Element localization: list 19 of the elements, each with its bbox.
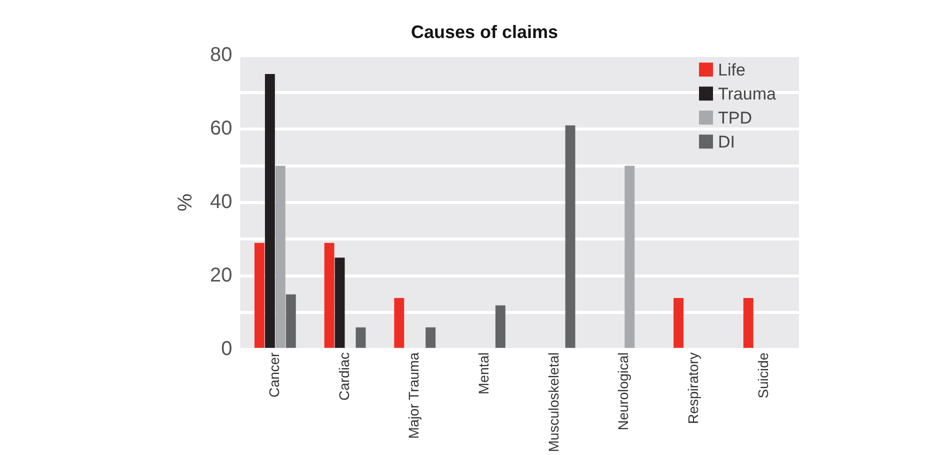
legend-label: DI bbox=[718, 132, 735, 152]
y-tick-label: 40 bbox=[210, 191, 232, 214]
legend-label: TPD bbox=[718, 108, 752, 128]
y-axis-title: % bbox=[174, 193, 197, 212]
x-tick-label: Musculoskeletal bbox=[545, 352, 562, 452]
x-tick-label: Cardiac bbox=[336, 352, 352, 401]
x-tick-label: Neurological bbox=[615, 352, 632, 430]
y-tick-label: 20 bbox=[210, 264, 232, 286]
x-tick-label: Respiratory bbox=[685, 352, 702, 424]
x-tick-label: Major Trauma bbox=[406, 352, 422, 439]
chart-title: Causes of claims bbox=[410, 22, 558, 42]
x-tick-label: Suicide bbox=[754, 352, 771, 398]
legend-label: Life bbox=[718, 60, 746, 80]
y-tick-label: 0 bbox=[221, 338, 232, 360]
y-tick-label: 60 bbox=[210, 118, 232, 140]
x-tick-label: Mental bbox=[476, 352, 492, 394]
x-tick-label: Cancer bbox=[266, 352, 282, 398]
legend-label: Trauma bbox=[718, 84, 776, 104]
y-tick-label: 80 bbox=[210, 44, 232, 66]
